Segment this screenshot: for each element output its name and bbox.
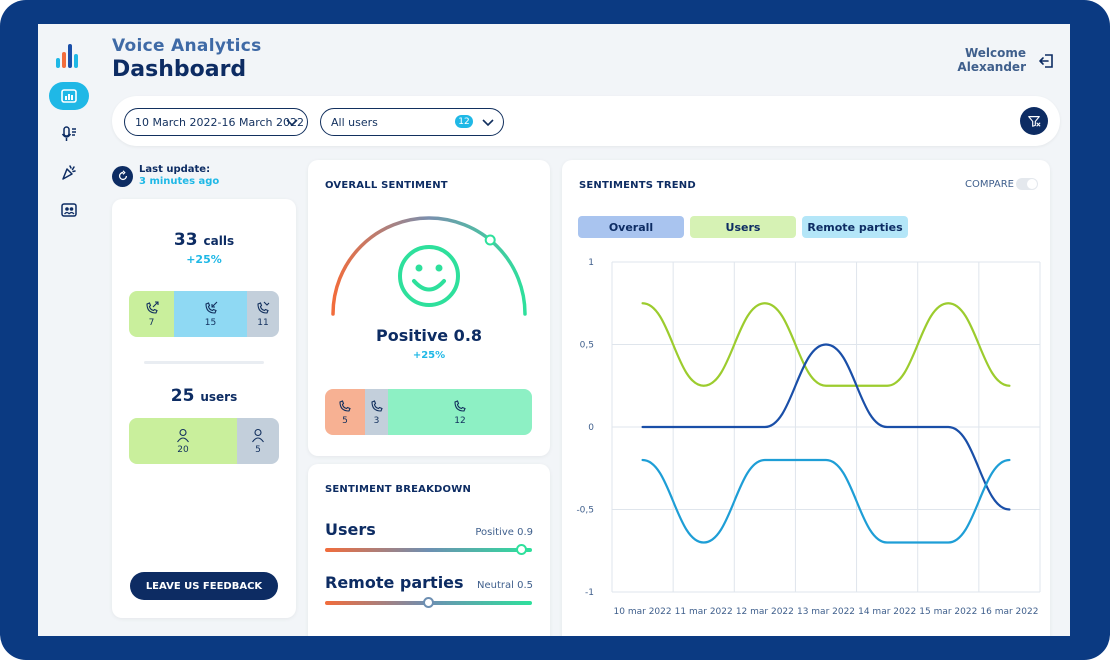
breakdown-remote-value: Neutral 0.5	[477, 580, 533, 591]
sidebar	[38, 24, 100, 636]
x-tick-label: 14 mar 2022	[858, 607, 916, 617]
last-update: Last update: 3 minutes ago	[112, 164, 219, 188]
inactive-users-segment: 5	[237, 418, 279, 464]
missed-calls-segment: 11	[247, 291, 279, 337]
leave-feedback-button[interactable]: LEAVE US FEEDBACK	[130, 572, 278, 600]
series-line-overall	[641, 343, 1011, 511]
sentiment-gauge	[331, 216, 527, 316]
sentiment-breakdown-bar: 5 3 12	[325, 389, 532, 435]
user-name: Alexander	[957, 60, 1026, 74]
stats-card: 33 calls +25% 7 15 11 25 users	[112, 199, 296, 618]
divider	[144, 361, 264, 364]
last-update-value: 3 minutes ago	[139, 176, 220, 187]
date-range-value: 10 March 2022-16 March 2022	[135, 115, 305, 129]
x-tick-label: 10 mar 2022	[614, 607, 672, 617]
sidebar-item-recordings[interactable]	[49, 120, 89, 148]
x-tick-label: 15 mar 2022	[919, 607, 977, 617]
welcome-message: Welcome Alexander	[957, 46, 1026, 74]
gauge-knob	[484, 234, 496, 246]
smiley-icon	[398, 245, 460, 307]
y-tick-label: 1	[588, 258, 594, 268]
users-count: 25 users	[170, 386, 238, 406]
incoming-calls-segment: 15	[174, 291, 247, 337]
x-tick-label: 16 mar 2022	[980, 607, 1038, 617]
users-sentiment-slider	[325, 544, 532, 555]
chart-icon	[61, 89, 77, 103]
breakdown-users-label: Users	[325, 520, 376, 539]
sentiment-breakdown-title: SENTIMENT BREAKDOWN	[325, 484, 472, 495]
x-tick-label: 12 mar 2022	[736, 607, 794, 617]
app-logo-icon	[56, 44, 82, 68]
y-tick-label: -0,5	[576, 506, 594, 516]
phone-icon	[370, 400, 383, 412]
compare-label: COMPARE	[965, 179, 1014, 190]
logout-icon[interactable]	[1038, 52, 1056, 70]
chevron-down-icon	[286, 119, 298, 127]
user-icon	[177, 428, 189, 443]
y-tick-label: 0,5	[580, 341, 594, 351]
sentiments-trend-chart: 1 0,5 0 -0,5 -1 10 mar 2022 11 mar 2022 12 mar …	[576, 258, 1041, 617]
microphone-icon	[61, 126, 76, 141]
remote-sentiment-knob	[423, 597, 434, 608]
y-tick-label: -1	[585, 588, 594, 598]
users-select[interactable]: All users 12	[320, 108, 504, 136]
overall-sentiment-value: Positive 0.8	[375, 326, 483, 345]
overall-sentiment-delta: +25%	[412, 350, 446, 361]
legend-users[interactable]: Users	[690, 216, 796, 238]
breakdown-remote-label: Remote parties	[325, 573, 464, 592]
users-count-badge: 12	[455, 115, 473, 128]
last-update-label: Last update:	[139, 164, 211, 175]
incoming-call-icon	[204, 301, 217, 314]
page-title: Dashboard	[112, 57, 247, 82]
neutral-calls-segment: 3	[365, 389, 388, 435]
missed-call-icon	[257, 301, 270, 314]
date-range-select[interactable]: 10 March 2022-16 March 2022	[124, 108, 308, 136]
app-name: Voice Analytics	[112, 36, 262, 56]
users-breakdown-bar: 20 5	[129, 418, 279, 464]
compare-toggle[interactable]	[1016, 178, 1038, 190]
x-tick-label: 11 mar 2022	[675, 607, 733, 617]
calls-breakdown-bar: 7 15 11	[129, 291, 279, 337]
y-tick-label: 0	[588, 423, 594, 433]
phone-icon	[454, 400, 466, 412]
calls-delta: +25%	[186, 253, 222, 266]
series-line-users	[641, 302, 1011, 387]
welcome-label: Welcome	[964, 46, 1026, 60]
outgoing-calls-segment: 7	[129, 291, 174, 337]
users-sentiment-knob	[516, 544, 528, 555]
sentiment-breakdown-card: SENTIMENT BREAKDOWN Users Positive 0.9 R…	[308, 464, 550, 636]
sidebar-item-dashboard[interactable]	[49, 82, 89, 110]
calls-count: 33 calls	[173, 230, 235, 250]
active-users-segment: 20	[129, 418, 237, 464]
header: Voice Analytics Dashboard	[112, 36, 262, 82]
remote-sentiment-slider	[325, 597, 532, 608]
legend-remote-parties[interactable]: Remote parties	[802, 216, 908, 238]
sidebar-item-highlights[interactable]	[49, 158, 89, 186]
filter-bar: 10 March 2022-16 March 2022 All users 12	[112, 96, 1060, 146]
breakdown-users-value: Positive 0.9	[475, 527, 533, 538]
refresh-icon[interactable]	[112, 165, 133, 187]
app-screen: Voice Analytics Dashboard Welcome Alexan…	[38, 24, 1070, 636]
legend-overall[interactable]: Overall	[578, 216, 684, 238]
phone-icon	[339, 400, 351, 412]
overall-sentiment-title: OVERALL SENTIMENT	[325, 180, 448, 191]
clear-filter-button[interactable]	[1020, 107, 1048, 135]
users-select-value: All users	[331, 115, 378, 129]
overall-sentiment-card: OVERALL SENTIMENT Positive 0.8 +25%	[308, 160, 550, 456]
sidebar-item-users[interactable]	[49, 196, 89, 224]
sentiments-trend-card: SENTIMENTS TREND COMPARE Overall Users R…	[562, 160, 1050, 636]
chevron-down-icon	[482, 119, 494, 127]
outgoing-call-icon	[145, 301, 159, 314]
users-icon	[61, 203, 77, 217]
celebration-icon	[62, 165, 76, 180]
filter-off-icon	[1028, 116, 1041, 127]
sentiments-trend-title: SENTIMENTS TREND	[579, 180, 696, 191]
user-icon	[252, 428, 264, 443]
x-tick-label: 13 mar 2022	[797, 607, 855, 617]
negative-calls-segment: 5	[325, 389, 365, 435]
positive-calls-segment: 12	[388, 389, 532, 435]
series-line-remote-parties	[641, 458, 1011, 544]
